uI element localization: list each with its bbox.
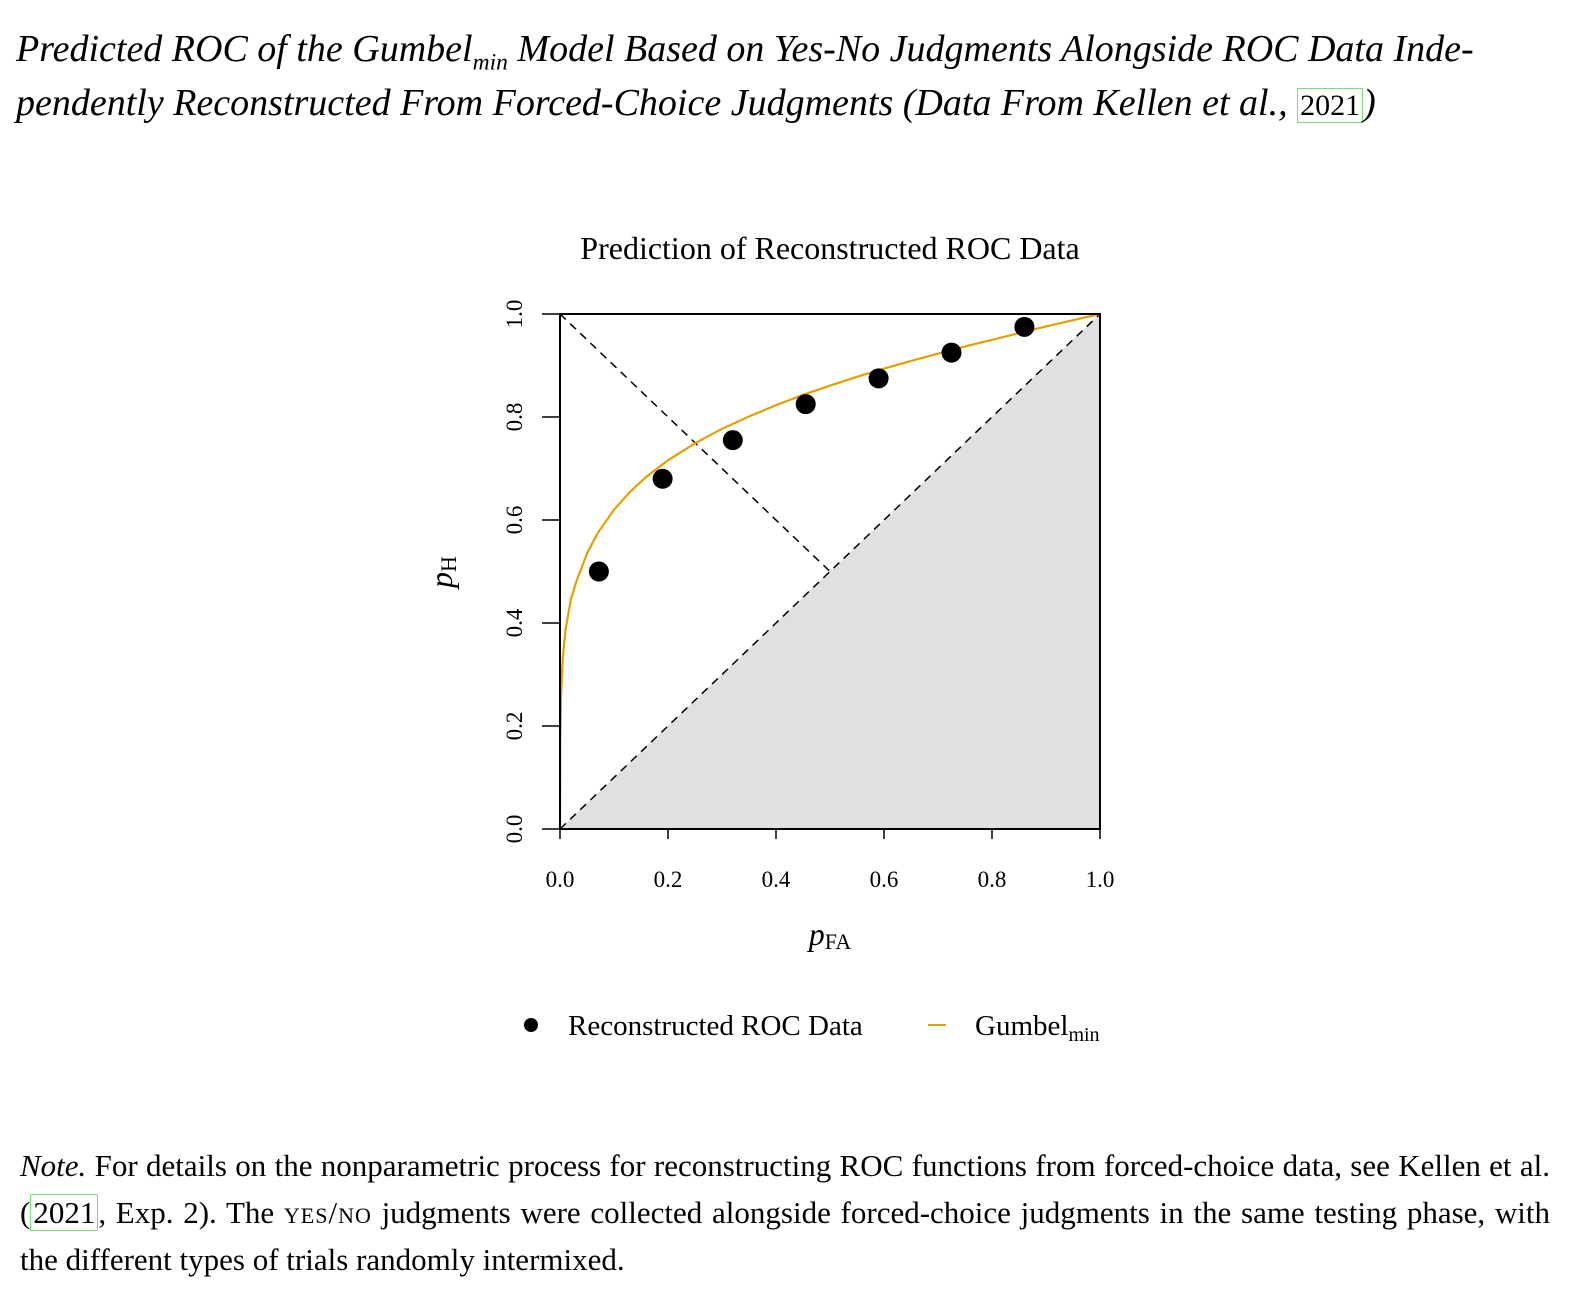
x-tick-label: 1.0 bbox=[1086, 867, 1115, 892]
caption-subscript: min bbox=[472, 49, 508, 76]
chance-diagonal bbox=[559, 313, 1101, 830]
y-tick-label: 0.4 bbox=[502, 608, 527, 637]
y-tick-label: 1.0 bbox=[502, 300, 527, 329]
x-tick-label: 0.2 bbox=[654, 867, 683, 892]
x-tick-label: 0.0 bbox=[546, 867, 575, 892]
y-tick-label: 0.8 bbox=[502, 403, 527, 432]
x-axis-label: pFA bbox=[807, 916, 852, 954]
data-point bbox=[1014, 316, 1035, 337]
note-text3: judgments were collected alongside force… bbox=[20, 1195, 1550, 1277]
roc-chart: Prediction of Reconstructed ROC Data 0.0… bbox=[423, 230, 1114, 1046]
note-citation-link[interactable]: 2021 bbox=[30, 1194, 99, 1231]
x-tick-label: 0.8 bbox=[978, 867, 1007, 892]
note-smallcaps: yes/no bbox=[283, 1195, 372, 1230]
gumbel-min-curve bbox=[558, 312, 1101, 830]
data-point bbox=[722, 430, 743, 451]
legend-label-data: Reconstructed ROC Data bbox=[568, 1010, 863, 1042]
x-tick-label: 0.6 bbox=[870, 867, 899, 892]
data-point bbox=[941, 342, 962, 363]
x-tick-label: 0.4 bbox=[762, 867, 791, 892]
y-tick-label: 0.2 bbox=[502, 712, 527, 741]
chart-title: Prediction of Reconstructed ROC Data bbox=[580, 230, 1079, 266]
legend: Reconstructed ROC Data Gumbelmin bbox=[524, 1010, 1100, 1046]
y-tick-label: 0.0 bbox=[502, 815, 527, 844]
caption-part3: ) bbox=[1363, 82, 1376, 124]
caption-part2: Model Based on Yes-No Judgments Alongsid… bbox=[16, 28, 1474, 124]
caption-part1: Predicted ROC of the Gumbel bbox=[16, 28, 473, 70]
y-tick-label: 0.6 bbox=[502, 506, 527, 535]
data-point bbox=[652, 468, 673, 489]
legend-label-model: Gumbelmin bbox=[975, 1010, 1100, 1046]
plot-area bbox=[558, 312, 1101, 830]
caption-citation-link[interactable]: 2021 bbox=[1297, 88, 1364, 123]
figure-note: Note. For details on the nonparametric p… bbox=[20, 1142, 1550, 1283]
figure-caption: Predicted ROC of the Gumbelmin Model Bas… bbox=[16, 22, 1556, 133]
data-point bbox=[868, 368, 889, 389]
data-point bbox=[588, 561, 609, 582]
legend-point-marker bbox=[524, 1018, 538, 1032]
note-text1: For details on the nonparametric process… bbox=[20, 1148, 1550, 1230]
plot-frame bbox=[559, 313, 1101, 830]
note-label: Note. bbox=[20, 1148, 87, 1183]
axes: 0.0 0.2 0.4 0.6 0.8 1.0 0.0 0.2 0.4 0.6 0.8 1.0 bbox=[502, 300, 1114, 892]
note-text2: , Exp. 2). The bbox=[98, 1195, 284, 1230]
data-point bbox=[795, 394, 816, 415]
y-axis-label: pH bbox=[423, 556, 461, 590]
